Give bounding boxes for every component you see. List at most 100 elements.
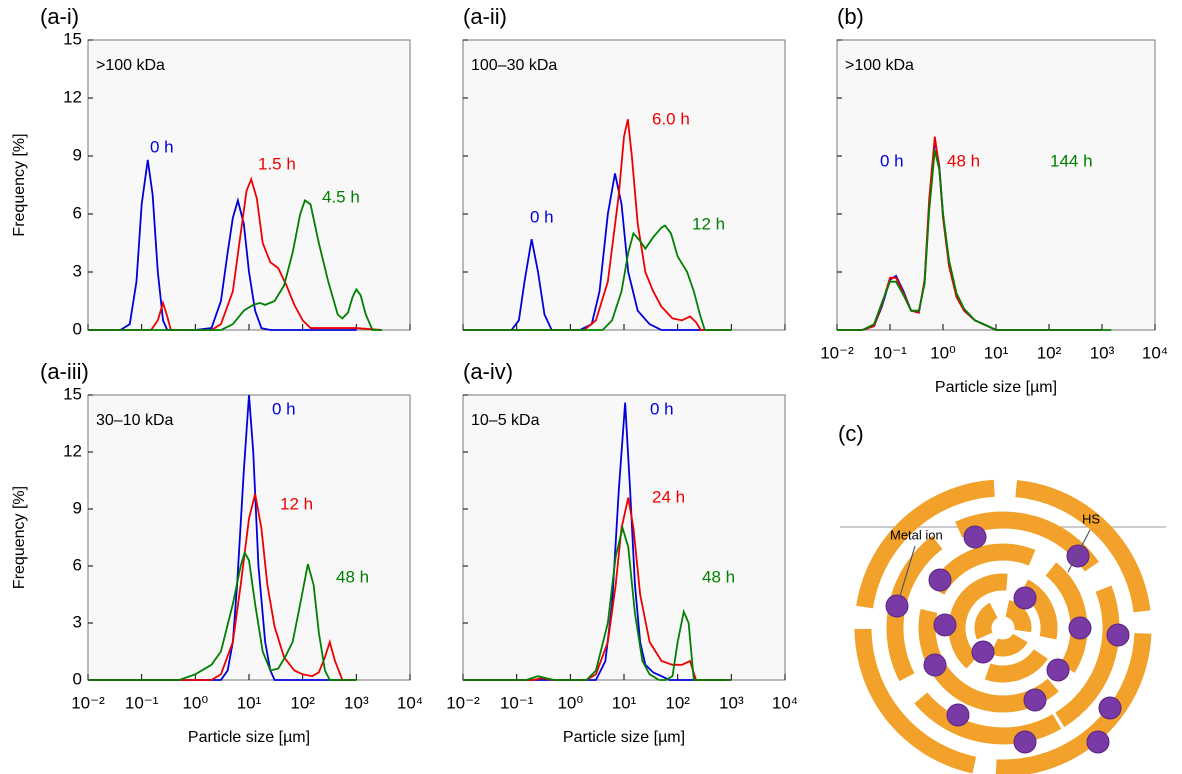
y-tick-label: 9 [73,145,82,164]
series-label: 4.5 h [322,187,360,206]
metal-ion [1046,658,1070,682]
x-tick-label: 10⁰ [930,343,956,362]
arc-ring [886,511,1120,745]
metal-ion [971,640,995,664]
series-line [88,199,382,331]
y-tick-label: 3 [73,261,82,280]
x-tick-label: 10³ [1090,343,1115,362]
series-label: 48 h [947,151,980,170]
series-label: 0 h [530,207,554,226]
panel-label: (c) [838,421,864,446]
x-tick-label: 10³ [719,693,744,712]
x-tick-label: 10¹ [612,693,637,712]
metal-ion [1013,586,1037,610]
y-tick-label: 15 [63,384,82,403]
metal-ion [933,613,957,637]
x-tick-label: 10³ [344,693,369,712]
panel-label: (b) [837,4,864,29]
series-line [88,159,357,331]
series-line [463,402,732,681]
series-line [463,119,732,331]
x-tick-label: 10¹ [984,343,1009,362]
arc-ring [974,599,1032,657]
y-tick-label: 0 [73,319,82,338]
x-axis-label: Particle size [µm] [563,729,685,746]
pointer [1067,529,1091,573]
pointer [899,545,916,597]
metal-ion [1068,616,1092,640]
series-line [88,550,357,681]
x-tick-label: 10⁻² [446,693,480,712]
panel-label: (a-ii) [463,4,507,29]
series-line [463,524,732,681]
arc-ring [854,479,1152,774]
series-label: 0 h [150,137,174,156]
y-tick-label: 15 [63,29,82,48]
panel-label: (a-i) [40,4,79,29]
metal-ion [928,568,952,592]
hs-label: HS [1082,511,1100,526]
arc-ring [948,573,1058,683]
series-label: 0 h [272,399,296,418]
series-label: 48 h [702,567,735,586]
series-line [88,176,383,331]
panel-label: (a-iii) [40,359,89,384]
y-tick-label: 6 [73,555,82,574]
x-tick-label: 10⁻² [71,693,105,712]
series-label: 6.0 h [652,109,690,128]
diagram-c: (c) Metal ion [838,421,1166,774]
x-tick-label: 10⁻¹ [873,343,907,362]
annotation: >100 kDa [96,57,165,74]
y-tick-label: 0 [73,669,82,688]
panel-label: (a-iv) [463,359,513,384]
y-tick-label: 9 [73,498,82,517]
hs-arcs [854,479,1152,774]
annotation: 10–5 kDa [471,412,540,429]
plot-area [836,39,1156,331]
metal-ion [923,653,947,677]
metal-ion [1086,730,1110,754]
series-label: 12 h [280,494,313,513]
metal-ion [946,703,970,727]
x-tick-label: 10⁻² [820,343,854,362]
arc-ring [918,543,1088,713]
x-tick-label: 10⁴ [397,693,423,712]
y-tick-label: 6 [73,203,82,222]
annotation: 30–10 kDa [96,412,173,429]
metal-ion [963,525,987,549]
x-tick-label: 10² [665,693,690,712]
x-tick-label: 10⁴ [1142,343,1168,362]
series-label: 48 h [336,567,369,586]
x-tick-label: 10² [290,693,315,712]
y-tick-label: 12 [63,87,82,106]
series-line [88,493,357,681]
series-label: 144 h [1050,151,1093,170]
metal-ion [1023,688,1047,712]
plot-area [462,39,786,331]
metal-ion [1013,730,1037,754]
metal-ion [1098,696,1122,720]
series-line [463,224,732,331]
plot-area [462,394,786,681]
series-label: 12 h [692,214,725,233]
plot-area [87,394,411,681]
x-axis-label: Particle size [µm] [188,729,310,746]
metal-ion [1106,623,1130,647]
y-axis-label: Frequency [%] [11,486,28,589]
annotation: 100–30 kDa [471,57,557,74]
metal-ion [1066,544,1090,568]
series-label: 24 h [652,487,685,506]
y-axis-label: Frequency [%] [11,133,28,236]
series-label: 1.5 h [258,154,296,173]
y-tick-label: 12 [63,441,82,460]
x-tick-label: 10⁰ [557,693,583,712]
x-tick-label: 10² [1037,343,1062,362]
series-label: 0 h [880,151,904,170]
series-line [837,149,1112,331]
x-tick-label: 10¹ [237,693,262,712]
metal-ion [885,594,909,618]
metal-ion-label: Metal ion [890,527,943,542]
x-tick-label: 10⁴ [772,693,798,712]
x-axis-label: Particle size [µm] [935,379,1057,396]
